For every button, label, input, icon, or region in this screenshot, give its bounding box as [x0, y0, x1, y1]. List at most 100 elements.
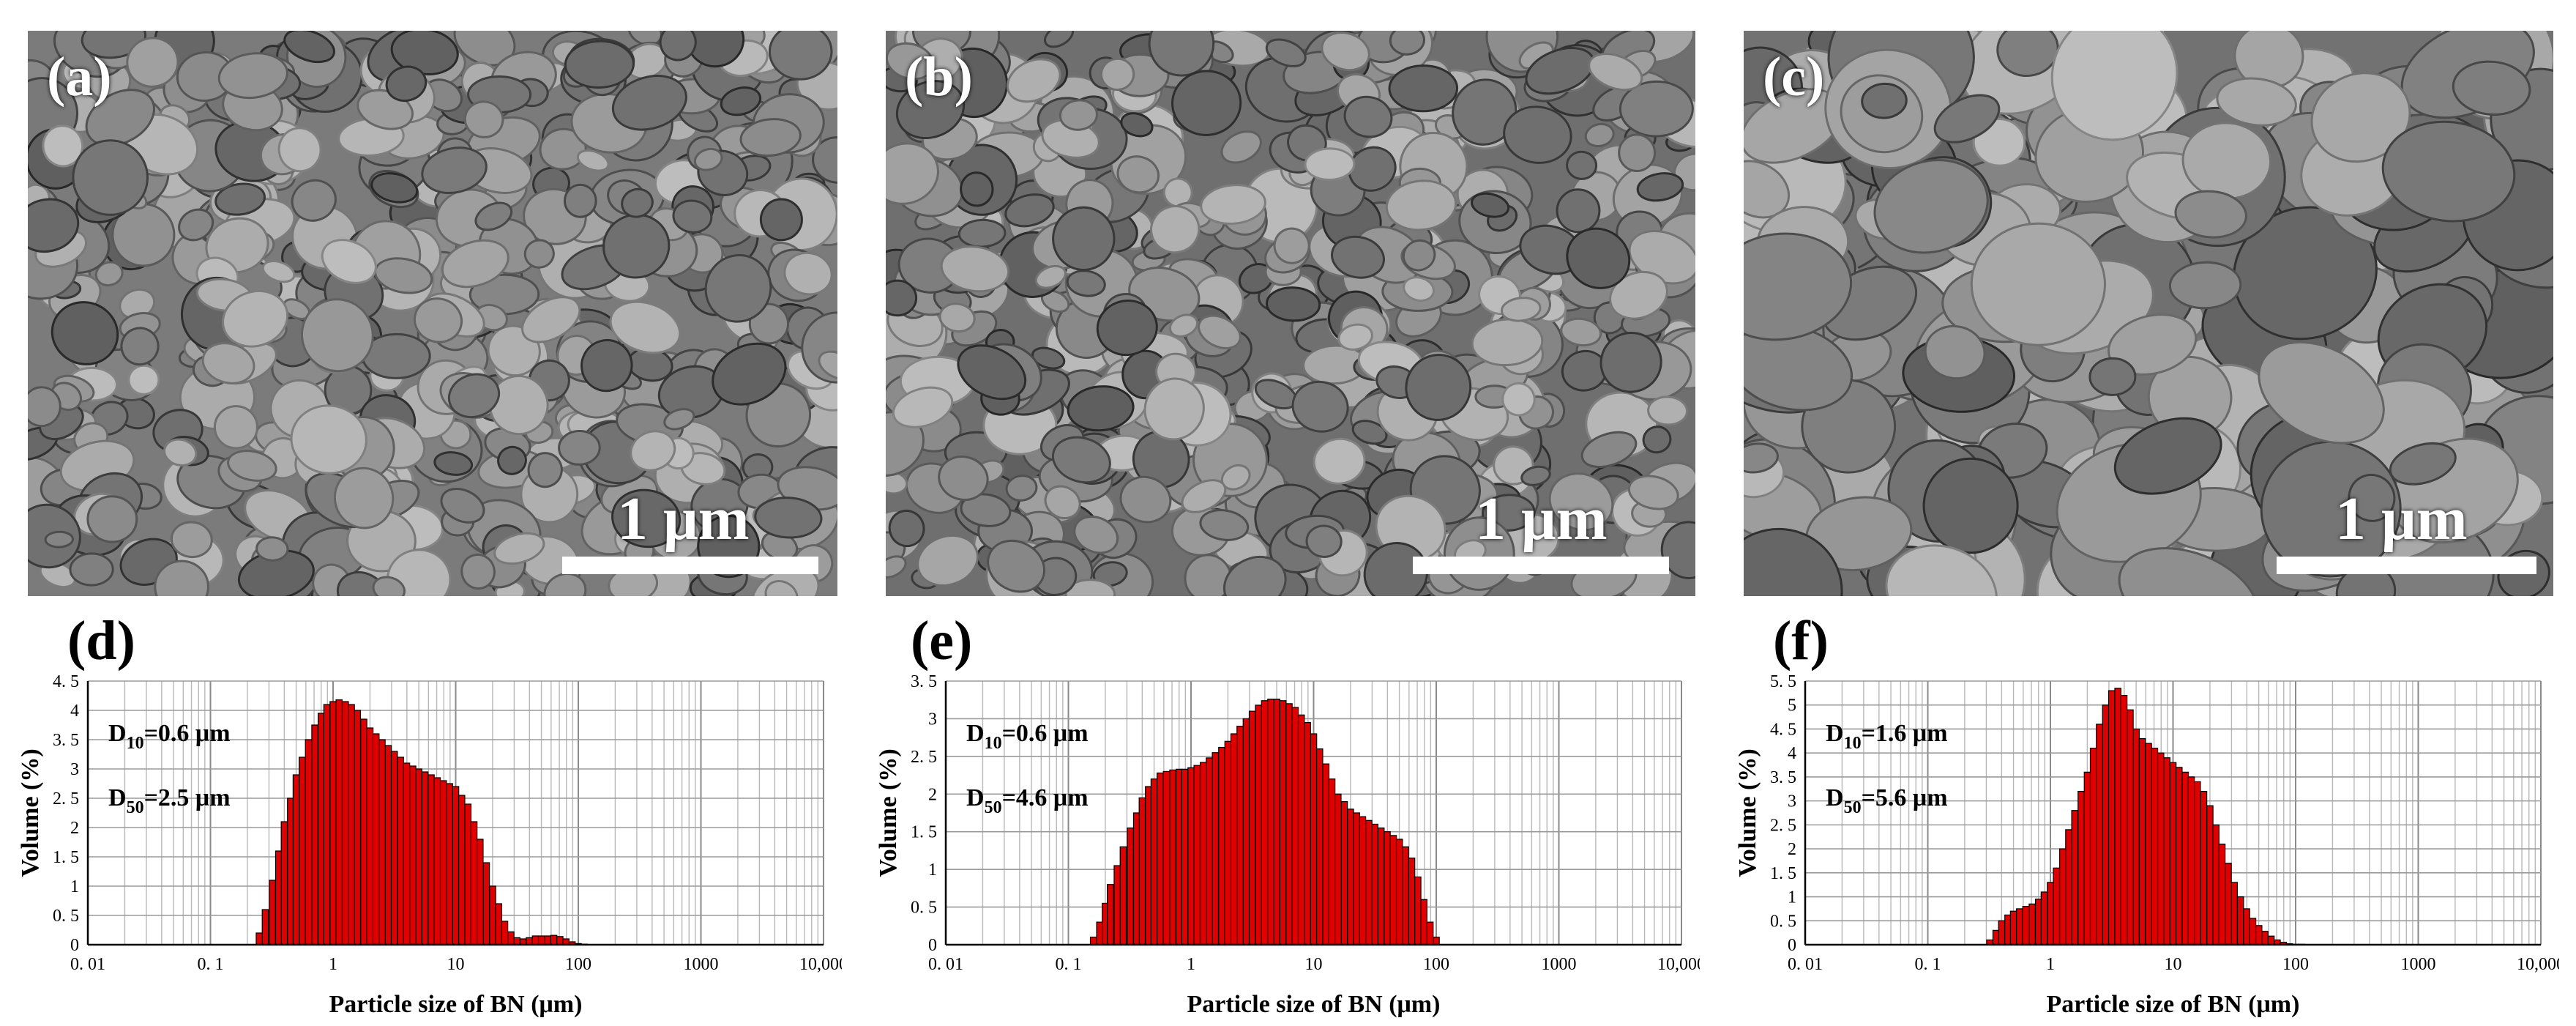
sem-grain: [1031, 346, 1066, 370]
distribution-bar: [507, 931, 515, 945]
distribution-bar: [2225, 863, 2232, 945]
sem-grain: [527, 452, 563, 488]
sem-grain: [1389, 31, 1425, 56]
sem-grain: [783, 251, 833, 296]
sem-grain: [1304, 147, 1356, 182]
distribution-bar: [452, 786, 460, 945]
sem-grain: [1584, 122, 1615, 148]
distribution-bar: [2200, 790, 2208, 945]
distribution-bar: [335, 699, 343, 945]
sem-grain: [1059, 99, 1098, 131]
y-tick-label: 2. 5: [53, 789, 79, 808]
y-tick-label: 4: [70, 702, 79, 721]
sem-grain: [2389, 442, 2457, 486]
sem-grain: [1100, 57, 1135, 92]
sem-grain: [1348, 146, 1397, 192]
distribution-bar: [1322, 763, 1330, 945]
sem-grain: [759, 198, 803, 242]
distribution-bar: [2102, 705, 2110, 945]
y-tick-label: 2. 5: [1770, 816, 1796, 835]
distribution-bar: [2132, 728, 2140, 945]
sem-grain: [1618, 133, 1657, 172]
sem-grain: [421, 146, 488, 194]
sem-grain: [739, 118, 802, 157]
distribution-bar: [537, 935, 545, 945]
distribution-bar: [2065, 829, 2072, 945]
sem-grain: [1044, 485, 1081, 520]
d50-annotation-subscript: 50: [127, 798, 144, 817]
sem-grain: [1403, 276, 1435, 302]
sem-grain: [1548, 472, 1614, 532]
distribution-bar: [1113, 865, 1121, 945]
y-tick-label: 0. 5: [1770, 912, 1796, 931]
d10-annotation: D10=0.6 μm: [966, 720, 1089, 753]
y-tick-label: 2: [70, 819, 79, 838]
sem-grain: [300, 298, 374, 373]
sem-grain: [178, 208, 214, 242]
sem-grain: [2168, 261, 2242, 310]
distribution-bar: [556, 936, 564, 945]
y-axis-label: Volume (%): [17, 748, 44, 877]
distribution-bar: [397, 757, 404, 945]
size-distribution-chart-d: 0 0. 5 1 1. 5 2 2. 5 3 3. 5 4 4. 5 0. 01 0. 1 1 10 100…: [17, 672, 842, 1018]
y-tick-label: 3. 5: [911, 672, 937, 691]
y-tick-label: 4. 5: [53, 672, 79, 691]
sem-grain: [1566, 227, 1631, 289]
distribution-bar: [2114, 688, 2121, 945]
distribution-bar: [1426, 921, 1434, 945]
y-tick-label: 5. 5: [1770, 672, 1796, 691]
distribution-bar: [1230, 733, 1238, 945]
distribution-bar: [2127, 709, 2134, 945]
sem-grain: [611, 488, 682, 549]
sem-grain: [663, 408, 695, 431]
d50-annotation-subscript: 50: [985, 798, 1002, 817]
sem-grain: [1321, 31, 1370, 72]
distribution-bar: [2187, 776, 2195, 945]
distribution-bar: [409, 765, 417, 945]
distribution-bar: [2028, 903, 2036, 945]
sem-grain: [1273, 227, 1310, 264]
sem-grain: [1066, 269, 1106, 297]
sem-grain: [1305, 524, 1343, 558]
x-tick-label: 1000: [1542, 955, 1577, 974]
sem-grain: [1199, 509, 1250, 541]
sem-grain: [1922, 457, 2019, 554]
distribution-bar: [2053, 867, 2061, 945]
d10-annotation-value: =1.6 μm: [1862, 720, 1948, 747]
sem-grain: [201, 342, 255, 384]
sem-grain: [1073, 516, 1119, 554]
d10-annotation-symbol: D: [1826, 720, 1844, 747]
distribution-bar: [2267, 935, 2275, 945]
sem-grain: [51, 301, 119, 365]
distribution-bar: [415, 768, 423, 945]
sem-grain: [126, 37, 179, 88]
distribution-bar: [1347, 808, 1354, 945]
scale-bar-label-b: 1 μm: [1475, 485, 1608, 553]
sem-grain: [370, 172, 419, 204]
distribution-bar: [2034, 899, 2042, 945]
sem-grain: [693, 147, 723, 171]
y-tick-label: 1. 5: [1770, 864, 1796, 883]
sem-grain: [1627, 475, 1679, 510]
x-tick-label: 100: [565, 955, 591, 974]
sem-grain: [1500, 297, 1542, 322]
sem-grain: [1150, 205, 1201, 254]
sem-grain: [720, 86, 762, 116]
distribution-bar: [446, 783, 453, 945]
sem-grain: [2050, 31, 2179, 141]
distribution-bar: [550, 934, 558, 945]
sem-grain: [1181, 479, 1227, 513]
distribution-bar: [2096, 724, 2103, 945]
sem-grain: [812, 136, 837, 184]
distribution-bar: [1384, 831, 1391, 945]
sem-grain: [1200, 184, 1266, 226]
x-tick-label: 0. 1: [1915, 955, 1941, 974]
sem-grain: [1337, 323, 1373, 351]
distribution-bar: [1279, 700, 1287, 945]
sem-grain: [1343, 95, 1393, 138]
sem-grain: [255, 536, 289, 562]
distribution-bar: [1261, 700, 1269, 945]
distribution-bar: [1371, 823, 1378, 945]
sem-grain: [1885, 544, 1998, 596]
d50-annotation-subscript: 50: [1844, 798, 1862, 817]
